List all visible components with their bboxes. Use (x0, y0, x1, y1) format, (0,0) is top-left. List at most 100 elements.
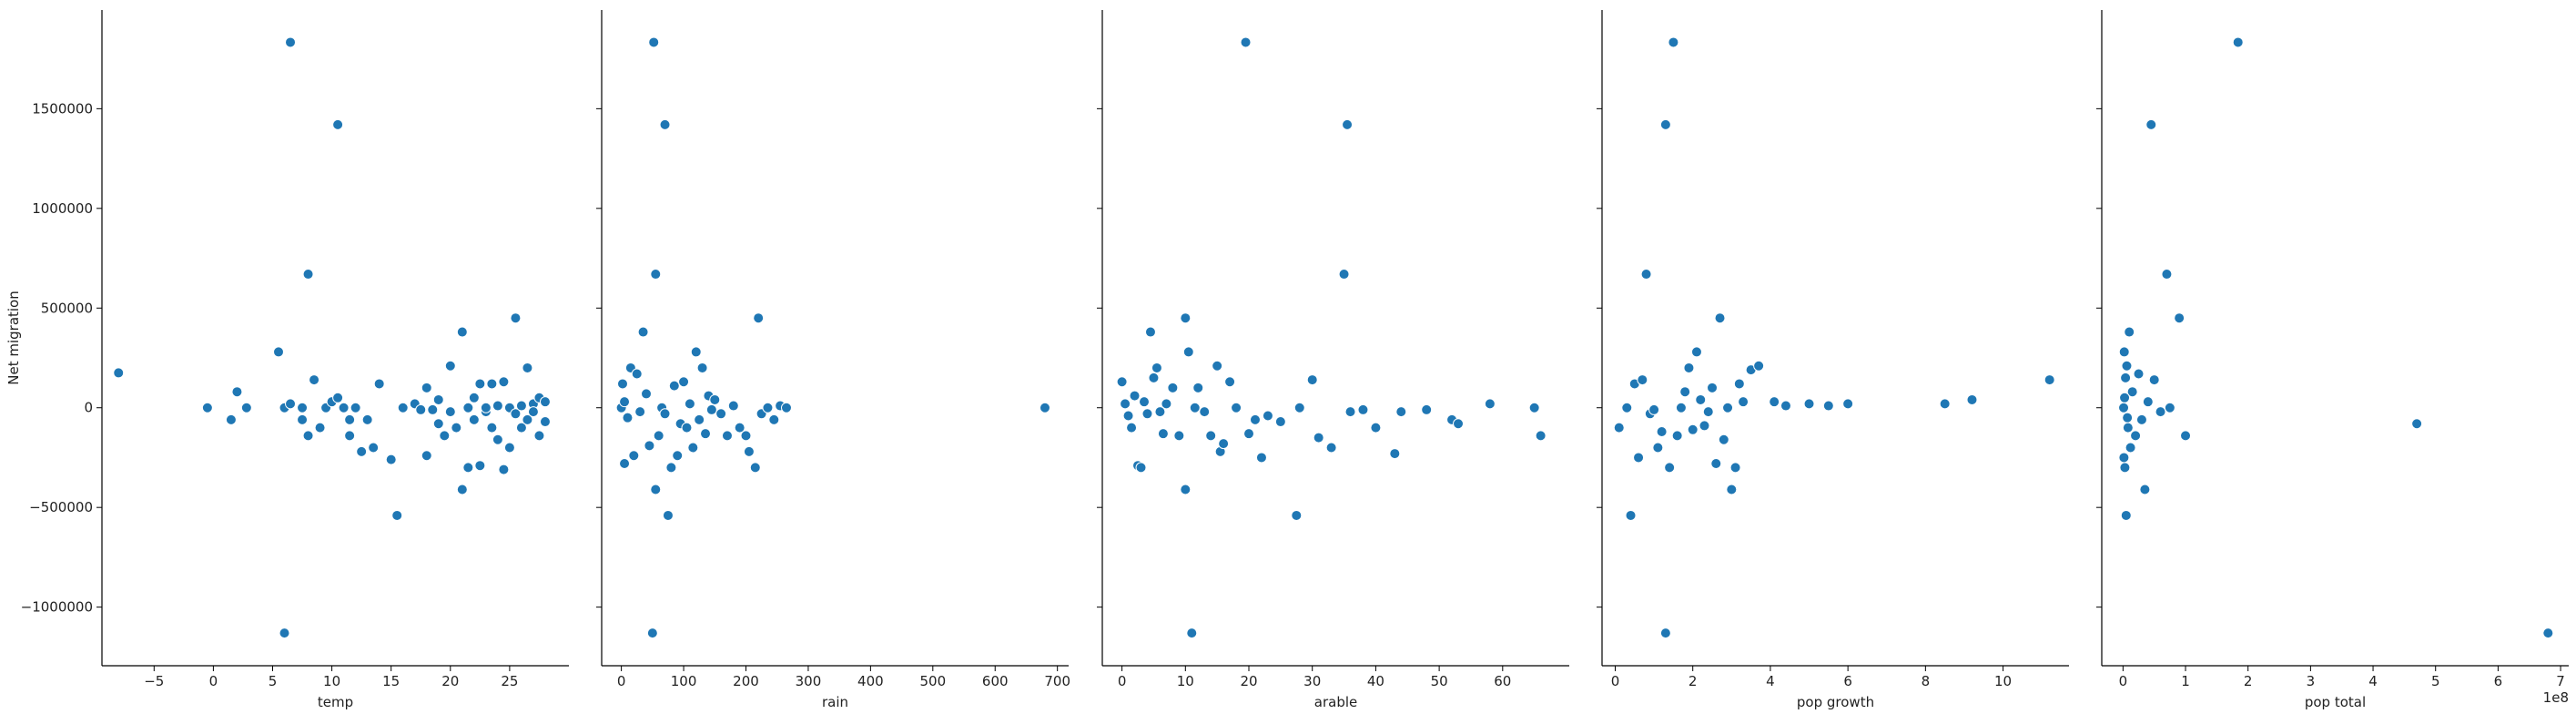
point (503, 442, 515, 454)
x-tick-label: 20 (441, 673, 459, 689)
point (1141, 408, 1153, 420)
point (2161, 269, 2173, 280)
point (1157, 428, 1169, 440)
point (1395, 406, 1407, 418)
x-tick-label: 100 (671, 673, 697, 689)
point (1122, 410, 1134, 422)
point (539, 396, 551, 408)
point (672, 450, 684, 462)
point (1262, 410, 1273, 422)
point (768, 413, 780, 425)
point (1535, 430, 1547, 442)
point (1135, 462, 1147, 474)
point (1167, 382, 1179, 393)
x-tick-label: 500 (919, 673, 946, 689)
point (1249, 413, 1261, 425)
x-tick-label: −5 (144, 673, 164, 689)
point (1199, 406, 1211, 418)
point (740, 430, 752, 442)
x-axis-label: arable (1314, 694, 1357, 710)
point (665, 462, 677, 474)
point (350, 402, 361, 413)
point (631, 368, 643, 380)
point (427, 403, 439, 415)
point (474, 378, 486, 390)
point (1695, 393, 1707, 405)
point (1291, 509, 1303, 521)
point (1780, 400, 1791, 412)
point (515, 422, 527, 434)
point (648, 36, 660, 48)
point (451, 422, 462, 434)
point (616, 378, 628, 390)
point (659, 118, 671, 130)
point (2124, 326, 2135, 338)
point (734, 422, 745, 434)
point (468, 413, 480, 425)
point (1803, 398, 1815, 410)
point (1722, 402, 1734, 413)
point (650, 484, 662, 495)
point (2164, 402, 2175, 413)
point (1842, 398, 1854, 410)
point (492, 434, 503, 445)
point (1738, 396, 1749, 408)
point (1218, 438, 1230, 450)
point (462, 462, 474, 474)
point (619, 458, 631, 470)
point (721, 430, 733, 442)
point (302, 430, 314, 442)
point (279, 627, 290, 639)
x-tick-label: 6 (2494, 673, 2503, 689)
point (2125, 442, 2136, 454)
x-tick-label: 15 (382, 673, 400, 689)
point (273, 346, 285, 358)
point (727, 400, 739, 412)
point (1129, 390, 1141, 402)
x-tick-label: 0 (1118, 673, 1127, 689)
point (510, 312, 522, 324)
point (1753, 360, 1765, 372)
x-axis-label: pop total (2305, 694, 2366, 710)
x-tick-label: 0 (209, 673, 218, 689)
point (432, 418, 444, 430)
point (705, 403, 717, 415)
point (1613, 422, 1625, 434)
point (637, 326, 649, 338)
point (421, 450, 432, 462)
x-tick-label: 30 (1303, 673, 1321, 689)
point (1664, 462, 1676, 474)
point (1633, 452, 1645, 464)
point (2142, 396, 2154, 408)
point (1625, 509, 1637, 521)
x-tick-label: 40 (1367, 673, 1384, 689)
point (1675, 402, 1687, 413)
point (628, 450, 640, 462)
x-tick-label: 1 (2181, 673, 2190, 689)
point (522, 362, 533, 373)
point (2130, 430, 2142, 442)
point (510, 408, 522, 420)
point (1293, 402, 1305, 413)
point (700, 428, 712, 440)
point (1116, 376, 1128, 388)
offset-text: 1e8 (2543, 689, 2569, 706)
point (1702, 406, 1714, 418)
point (486, 378, 498, 390)
point (338, 402, 350, 413)
point (780, 402, 792, 413)
x-tick-label: 4 (1766, 673, 1775, 689)
point (2174, 312, 2186, 324)
point (456, 484, 468, 495)
point (297, 402, 309, 413)
point (644, 440, 655, 452)
x-tick-label: 7 (2556, 673, 2565, 689)
point (2119, 392, 2131, 403)
point (1205, 430, 1217, 442)
point (753, 312, 765, 324)
point (1648, 403, 1660, 415)
x-axis-label: rain (822, 694, 848, 710)
point (1453, 418, 1465, 430)
x-tick-label: 3 (2307, 673, 2316, 689)
